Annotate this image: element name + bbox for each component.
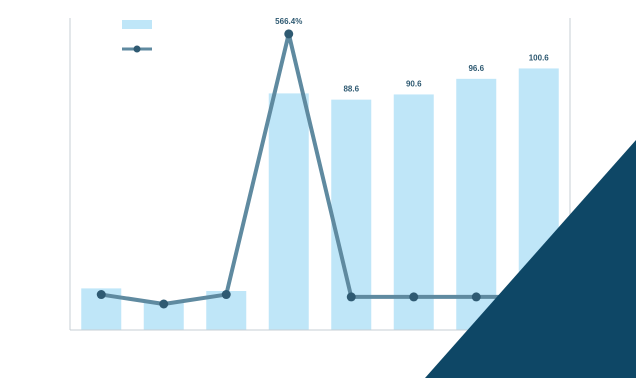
line-series: [96, 29, 544, 309]
line-point: [159, 299, 169, 309]
legend-line-marker: [133, 45, 141, 53]
bar: [456, 78, 497, 330]
bar-value-label: 96.6: [468, 64, 484, 73]
bar: [268, 93, 309, 331]
line-point: [346, 292, 356, 302]
bar-value-label: 88.6: [343, 85, 359, 94]
line-point: [96, 290, 106, 300]
legend-bar-swatch: [122, 20, 152, 29]
growth-value-label: 566.4%: [275, 17, 302, 26]
line-point: [284, 29, 294, 39]
line-point: [221, 290, 231, 300]
bar-value-label: 100.6: [529, 53, 550, 62]
bar-series: [81, 68, 559, 331]
line-point: [471, 292, 481, 302]
bar: [393, 94, 434, 330]
corner-decoration: [425, 140, 636, 378]
bar-value-label: 90.6: [406, 79, 422, 88]
growth-line: [100, 31, 539, 306]
legend: [122, 20, 152, 53]
data-labels: 88.6 90.6 96.6 100.6 566.4%: [275, 17, 549, 94]
line-point: [409, 292, 419, 302]
